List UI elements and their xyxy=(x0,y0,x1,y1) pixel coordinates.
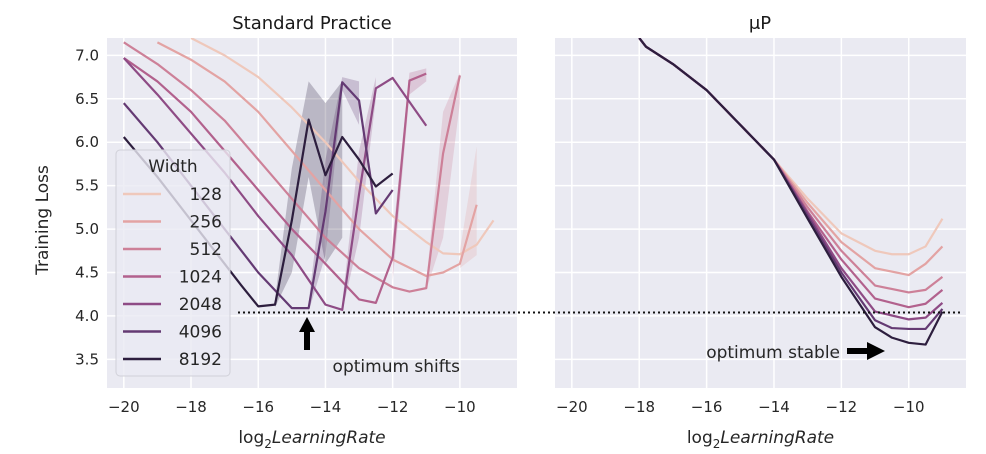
title-mup: μP xyxy=(749,13,771,34)
x-tick-label: −10 xyxy=(444,398,476,416)
y-tick-label: 5.5 xyxy=(75,177,99,195)
y-tick-label: 4.5 xyxy=(75,263,99,281)
legend-box xyxy=(115,149,231,377)
x-axis-label: log2LearningRate xyxy=(238,428,385,451)
title-standard-practice: Standard Practice xyxy=(232,13,392,34)
error-band-4096 xyxy=(308,77,360,312)
arrow-right-icon xyxy=(847,342,885,360)
series-line-2048 xyxy=(122,57,428,311)
x-tick-label: −18 xyxy=(623,398,655,416)
series-line-512 xyxy=(123,41,461,293)
legend-label-256: 256 xyxy=(190,213,222,233)
error-band-512 xyxy=(426,72,460,290)
y-tick-label: 6.0 xyxy=(75,133,99,151)
series-line-256 xyxy=(156,41,478,278)
error-band-1024 xyxy=(392,68,427,282)
y-tick-label: 6.5 xyxy=(75,90,99,108)
annotation-optimum-shifts: optimum shifts xyxy=(333,357,461,377)
legend-label-4096: 4096 xyxy=(179,323,222,343)
x-tick-label: −12 xyxy=(377,398,409,416)
x-tick-label: −16 xyxy=(242,398,274,416)
arrow-up-icon xyxy=(299,317,315,350)
y-tick-label: 7.0 xyxy=(75,46,99,64)
y-tick-label: 5.0 xyxy=(75,220,99,238)
x-tick-label: −16 xyxy=(691,398,723,416)
panel-mup: −20 −18 −16 −14 −12 −10 log2LearningRate xyxy=(555,38,966,451)
x-tick-label: −12 xyxy=(826,398,858,416)
legend: Width 128 256 512 1024 2048 4096 8192 xyxy=(115,149,231,377)
series-line-8192 xyxy=(638,38,944,346)
legend-label-2048: 2048 xyxy=(179,295,222,315)
x-tick-label: −10 xyxy=(893,398,925,416)
x-tick-label: −14 xyxy=(310,398,342,416)
error-band-8192 xyxy=(275,81,343,308)
error-band-256 xyxy=(459,146,477,269)
x-tick-label: −20 xyxy=(108,398,140,416)
x-tick-label: −18 xyxy=(175,398,207,416)
legend-label-128: 128 xyxy=(190,185,222,205)
legend-title: Width xyxy=(148,157,197,177)
x-tick-label: −14 xyxy=(758,398,790,416)
legend-label-1024: 1024 xyxy=(179,268,222,288)
series-line-1024 xyxy=(123,57,427,304)
plot-area xyxy=(555,38,966,388)
legend-label-8192: 8192 xyxy=(179,350,222,370)
x-tick-label: −20 xyxy=(556,398,588,416)
x-axis-label: log2LearningRate xyxy=(687,428,834,451)
annotation-optimum-stable: optimum stable xyxy=(706,343,840,363)
y-tick-label: 3.5 xyxy=(75,350,99,368)
y-tick-label: 4.0 xyxy=(75,307,99,325)
legend-label-512: 512 xyxy=(190,240,222,260)
y-axis-label: Training Loss xyxy=(33,165,53,276)
